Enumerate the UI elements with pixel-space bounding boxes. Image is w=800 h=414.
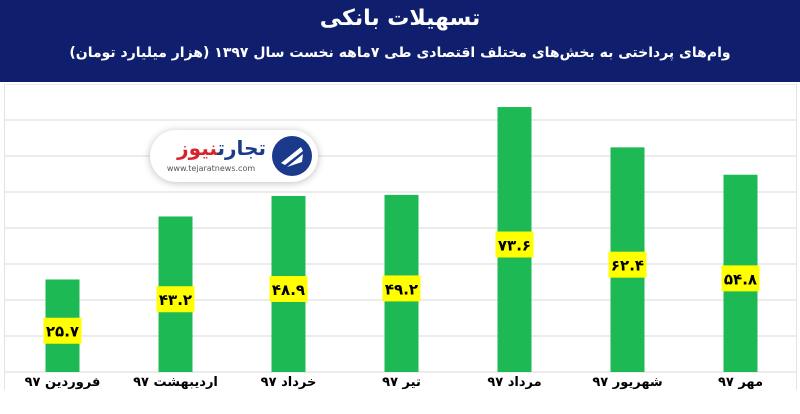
data-label: ۴۸.۹	[272, 281, 305, 299]
data-label: ۶۲.۴	[611, 257, 644, 275]
data-label-box	[721, 265, 760, 292]
data-label: ۷۳.۶	[498, 237, 531, 255]
data-label-box	[382, 275, 421, 302]
logo-emblem	[272, 136, 312, 176]
x-tick-label: شهریور ۹۷	[592, 375, 662, 390]
bar-chart: ۲۵.۷ فروردین ۹۷ ۴۳.۲ اردیبهشت ۹۷ ۴۸.۹ خرداد ۹…	[5, 84, 796, 390]
data-label-box	[156, 286, 195, 313]
logo-url: www.tejaratnews.com	[166, 164, 256, 173]
x-tick-label: تیر ۹۷	[382, 375, 421, 390]
chart-title: تسهیلات بانکی	[319, 6, 481, 31]
x-tick-label: اردیبهشت ۹۷	[133, 375, 218, 390]
data-label: ۴۳.۲	[159, 291, 192, 309]
x-tick-label: فروردین ۹۷	[25, 375, 101, 390]
data-label-box	[495, 231, 534, 258]
chart-header: تسهیلات بانکی وام‌های پرداختی به بخش‌های…	[0, 0, 800, 82]
data-label-box	[43, 317, 82, 344]
brand-logo: تجارتنیوز www.tejaratnews.com	[150, 130, 318, 182]
chart-subtitle: وام‌های پرداختی به بخش‌های مختلف اقتصادی…	[69, 45, 731, 61]
data-label: ۲۵.۷	[46, 323, 79, 341]
x-tick-label: مهر ۹۷	[718, 375, 763, 390]
logo-word-2: نیوز	[177, 136, 218, 160]
data-label: ۵۴.۸	[724, 270, 757, 288]
x-tick-label: مرداد ۹۷	[487, 375, 541, 390]
plot-area: ۲۵.۷ فروردین ۹۷ ۴۳.۲ اردیبهشت ۹۷ ۴۸.۹ خرداد ۹…	[4, 84, 797, 390]
logo-word-1: تجارت	[217, 136, 266, 160]
logo-wordmark: تجارتنیوز	[156, 136, 266, 160]
data-label-box	[269, 275, 308, 302]
data-label: ۴۹.۲	[385, 280, 418, 298]
data-label-box	[608, 251, 647, 278]
x-tick-label: خرداد ۹۷	[261, 375, 317, 390]
